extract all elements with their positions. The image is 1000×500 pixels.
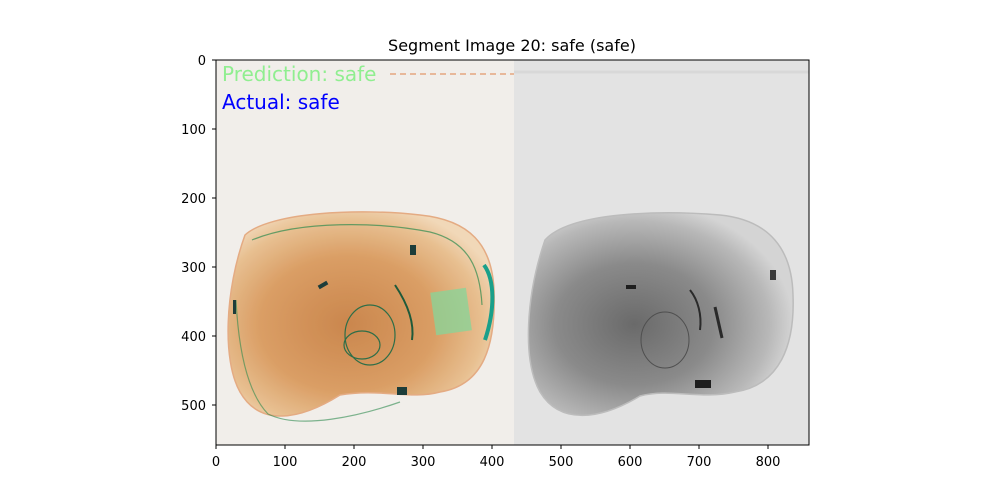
xray-color-bag-icon xyxy=(227,211,495,422)
x-tick-label: 0 xyxy=(212,455,220,470)
figure-title: Segment Image 20: safe (safe) xyxy=(388,36,636,55)
x-axis: 0 100 200 300 400 500 600 700 800 xyxy=(212,445,781,470)
x-tick-label: 500 xyxy=(549,455,574,470)
x-tick-label: 100 xyxy=(273,455,298,470)
x-tick-label: 700 xyxy=(687,455,712,470)
y-tick-label: 0 xyxy=(198,54,206,69)
x-tick-label: 300 xyxy=(411,455,436,470)
x-tick-label: 800 xyxy=(756,455,781,470)
xray-grayscale-bag-icon xyxy=(527,212,794,417)
y-tick-label: 300 xyxy=(181,261,206,276)
y-tick-label: 500 xyxy=(181,399,206,414)
x-tick-label: 200 xyxy=(342,455,367,470)
prediction-label: Prediction: safe xyxy=(222,62,376,86)
xray-image: Prediction: safe Actual: safe xyxy=(216,60,809,445)
y-tick-label: 100 xyxy=(181,123,206,138)
actual-label: Actual: safe xyxy=(222,90,340,114)
y-axis: 0 100 200 300 400 500 xyxy=(181,54,216,414)
x-tick-label: 400 xyxy=(480,455,505,470)
x-tick-label: 600 xyxy=(618,455,643,470)
y-tick-label: 200 xyxy=(181,192,206,207)
axes-frame xyxy=(215,59,810,446)
y-tick-label: 400 xyxy=(181,330,206,345)
